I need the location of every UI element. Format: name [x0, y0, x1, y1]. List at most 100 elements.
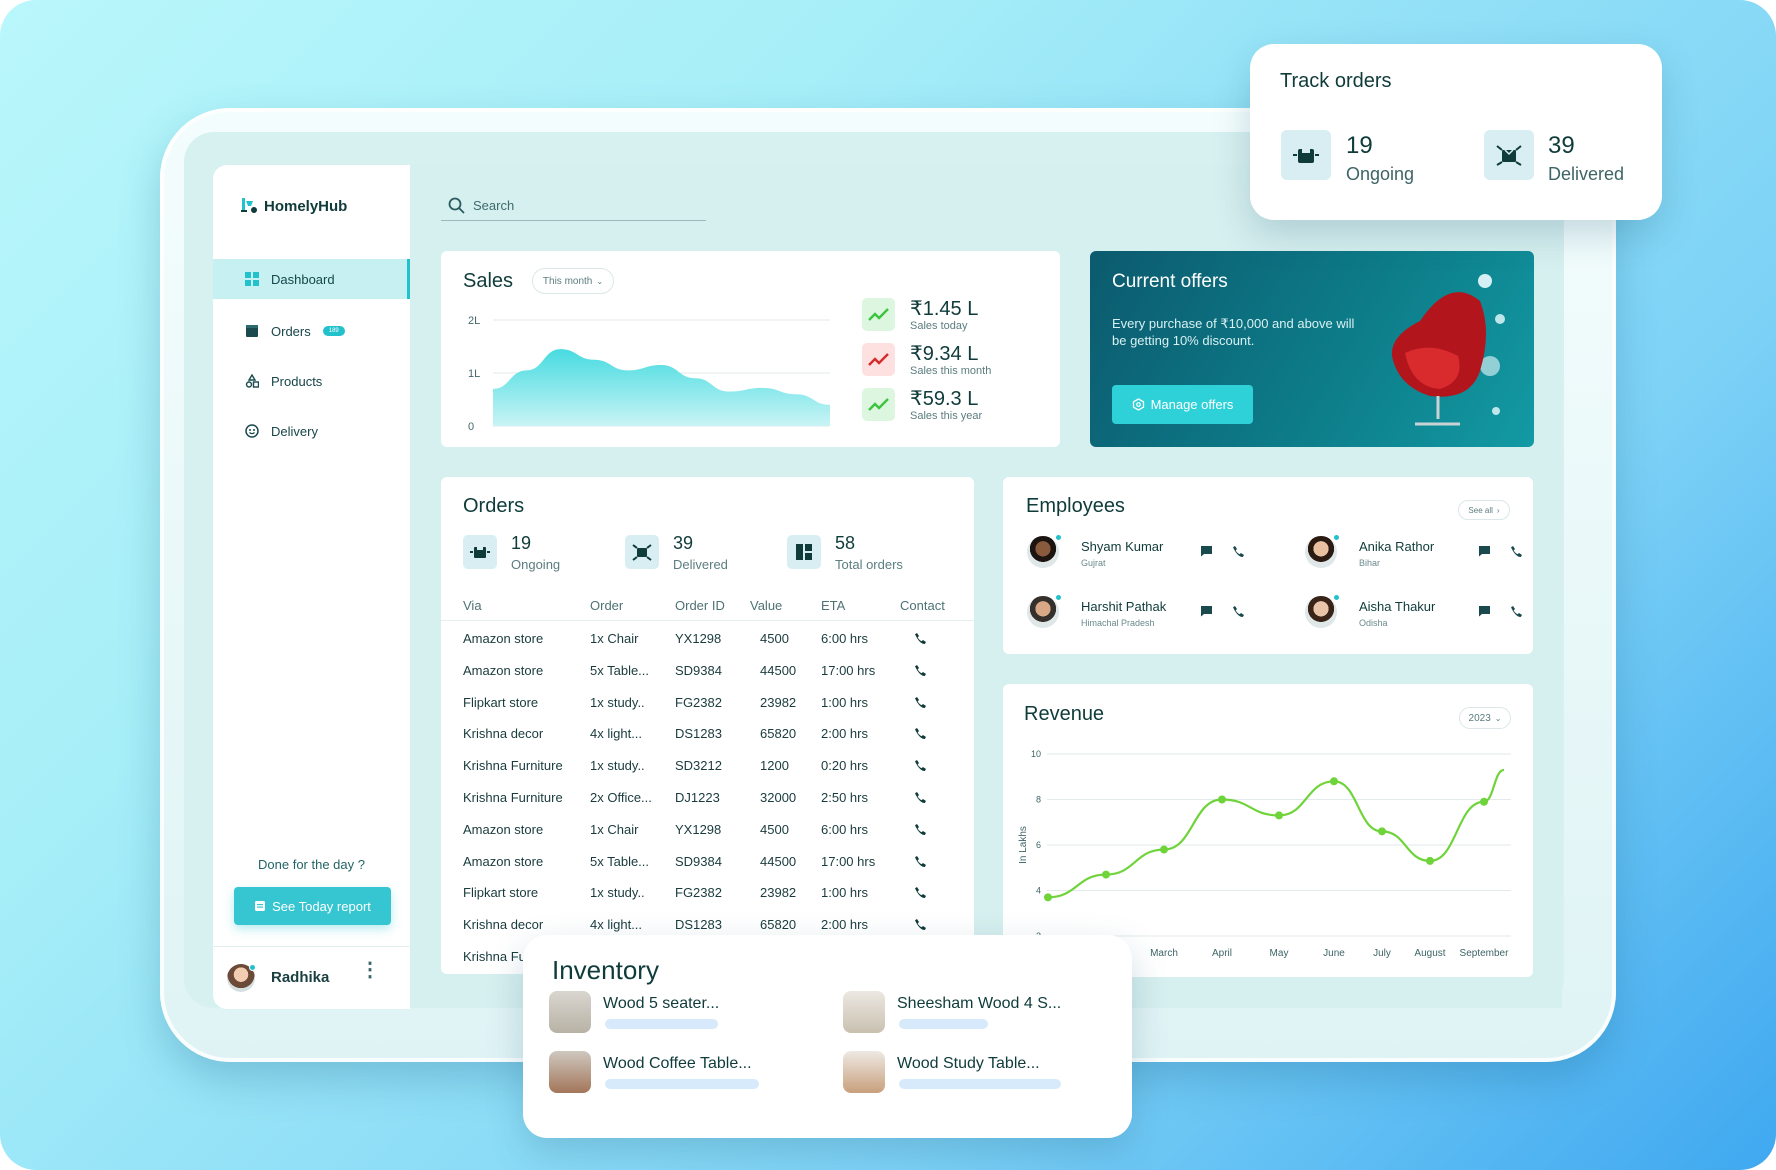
column-header[interactable]: Value	[750, 598, 783, 613]
table-row[interactable]: Krishna Furniture 2x Office... DJ1223 32000…	[441, 782, 974, 814]
phone-icon[interactable]	[914, 886, 927, 902]
product-name[interactable]: Sheesham Wood 4 S...	[897, 995, 1062, 1012]
table-cell: 2:50 hrs	[821, 790, 868, 805]
table-row[interactable]: Krishna Fu	[441, 941, 974, 973]
sales-stat-label: Sales this month	[910, 365, 992, 377]
table-row[interactable]: Krishna Furniture 1x study.. SD3212 1200 0:2…	[441, 750, 974, 782]
column-header[interactable]: Via	[463, 598, 482, 613]
manage-offers-button[interactable]: Manage offers	[1112, 385, 1253, 424]
product-name[interactable]: Wood Study Table...	[897, 1055, 1040, 1072]
phone-icon[interactable]	[1229, 602, 1247, 620]
product-thumbnail[interactable]	[549, 991, 591, 1033]
phone-icon[interactable]	[914, 632, 927, 648]
table-cell: 17:00 hrs	[821, 853, 876, 869]
phone-icon[interactable]	[1229, 542, 1247, 560]
product-thumbnail[interactable]	[549, 1051, 591, 1093]
table-cell: 23982	[760, 885, 797, 901]
revenue-point[interactable]	[1160, 845, 1168, 854]
column-header[interactable]: Order	[590, 598, 624, 613]
table-cell: 44500	[760, 853, 797, 869]
sidebar-item-delivery[interactable]: Delivery	[213, 411, 410, 451]
table-cell: Amazon store	[463, 631, 544, 646]
see-today-report-button[interactable]: See Today report	[234, 887, 391, 925]
chat-icon[interactable]	[1197, 602, 1215, 620]
table-cell: DJ1223	[675, 790, 720, 805]
user-profile[interactable]: Radhika ⋮	[213, 946, 410, 1008]
phone-icon[interactable]	[1507, 542, 1525, 560]
online-indicator	[249, 963, 256, 971]
revenue-year-dropdown[interactable]: 2023 ⌄	[1459, 707, 1511, 729]
revenue-point[interactable]	[1218, 795, 1226, 804]
revenue-point[interactable]	[1044, 893, 1052, 902]
product-name[interactable]: Wood 5 seater...	[603, 995, 720, 1012]
sidebar-item-label: Dashboard	[271, 271, 335, 287]
table-cell: 4500	[760, 631, 789, 646]
phone-icon[interactable]	[914, 664, 927, 680]
product-thumbnail[interactable]	[843, 1051, 885, 1093]
chat-icon[interactable]	[1475, 602, 1493, 620]
phone-icon[interactable]	[914, 696, 927, 712]
phone-icon[interactable]	[914, 727, 927, 743]
revenue-point[interactable]	[1480, 797, 1488, 806]
table-cell: DS1283	[675, 726, 722, 742]
trend-up-icon	[862, 298, 895, 331]
table-row[interactable]: Amazon store 1x Chair YX1298 4500 6:00 hrs	[441, 814, 974, 846]
avatar[interactable]	[1027, 534, 1062, 568]
search-bar[interactable]: Search	[441, 190, 706, 221]
more-vertical-icon[interactable]: ⋮	[360, 959, 380, 981]
product-thumbnail[interactable]	[843, 991, 885, 1033]
chat-icon[interactable]	[1197, 542, 1215, 560]
brand-logo[interactable]: HomelyHub	[240, 197, 347, 215]
table-cell: YX1298	[675, 821, 722, 837]
employee-location: Odisha	[1359, 618, 1388, 628]
phone-icon[interactable]	[1507, 602, 1525, 620]
table-cell: 23982	[760, 694, 797, 710]
y-axis-label: In Lakhs	[1018, 826, 1029, 864]
table-row[interactable]: Amazon store 1x Chair YX1298 4500 6:00 hrs	[441, 623, 974, 655]
employee-location: Bihar	[1359, 558, 1381, 568]
table-row[interactable]: Krishna decor 4x light... DS1283 65820 2:00 …	[441, 718, 974, 750]
revenue-point[interactable]	[1275, 811, 1283, 820]
sales-period-dropdown[interactable]: This month ⌄	[532, 268, 614, 294]
table-row[interactable]: Flipkart store 1x study.. FG2382 23982 1:00 …	[441, 687, 974, 719]
revenue-point[interactable]	[1330, 777, 1338, 786]
sidebar-item-dashboard[interactable]: Dashboard	[213, 259, 410, 299]
revenue-point[interactable]	[1378, 827, 1386, 836]
phone-icon[interactable]	[914, 855, 927, 871]
see-all-button[interactable]: See all ›	[1458, 500, 1510, 520]
phone-icon[interactable]	[914, 791, 927, 807]
column-header[interactable]: Order ID	[675, 598, 725, 613]
sidebar-item-label: Delivery	[271, 423, 318, 439]
revenue-point[interactable]	[1426, 856, 1434, 865]
phone-icon[interactable]	[914, 759, 927, 775]
table-cell: 4x light...	[590, 726, 643, 742]
x-tick-label: August	[1414, 948, 1445, 959]
chat-icon[interactable]	[1475, 542, 1493, 560]
column-header[interactable]: Contact	[900, 598, 945, 613]
avatar[interactable]	[1305, 534, 1340, 568]
table-row[interactable]: Amazon store 5x Table... SD9384 44500 17:00 …	[441, 655, 974, 687]
open-box-icon	[625, 535, 659, 569]
product-name[interactable]: Wood Coffee Table...	[603, 1055, 752, 1072]
sidebar-item-orders[interactable]: Orders 189	[213, 311, 410, 351]
table-cell: 1:00 hrs	[821, 885, 868, 901]
phone-icon[interactable]	[914, 918, 927, 934]
box-icon	[246, 325, 258, 337]
phone-icon[interactable]	[914, 823, 927, 839]
sidebar-item-label: Orders	[271, 323, 311, 339]
inventory-card: Inventory Wood 5 seater... Sheesham Wood …	[523, 935, 1132, 1138]
table-cell: DS1283	[675, 917, 722, 933]
header-divider	[441, 620, 974, 621]
table-cell: Krishna Furniture	[463, 790, 563, 805]
sidebar-item-products[interactable]: Products	[213, 361, 410, 401]
column-header[interactable]: ETA	[821, 598, 846, 613]
revenue-title: Revenue	[1024, 703, 1105, 725]
orders-title: Orders	[463, 495, 525, 517]
revenue-point[interactable]	[1102, 870, 1110, 879]
table-row[interactable]: Flipkart store 1x study.. FG2382 23982 1:00 …	[441, 877, 974, 909]
avatar[interactable]	[1027, 594, 1062, 628]
table-row[interactable]: Amazon store 5x Table... SD9384 44500 17:00 …	[441, 846, 974, 878]
table-row[interactable]: Krishna decor 4x light... DS1283 65820 2:00 …	[441, 909, 974, 941]
avatar[interactable]	[1305, 594, 1340, 628]
